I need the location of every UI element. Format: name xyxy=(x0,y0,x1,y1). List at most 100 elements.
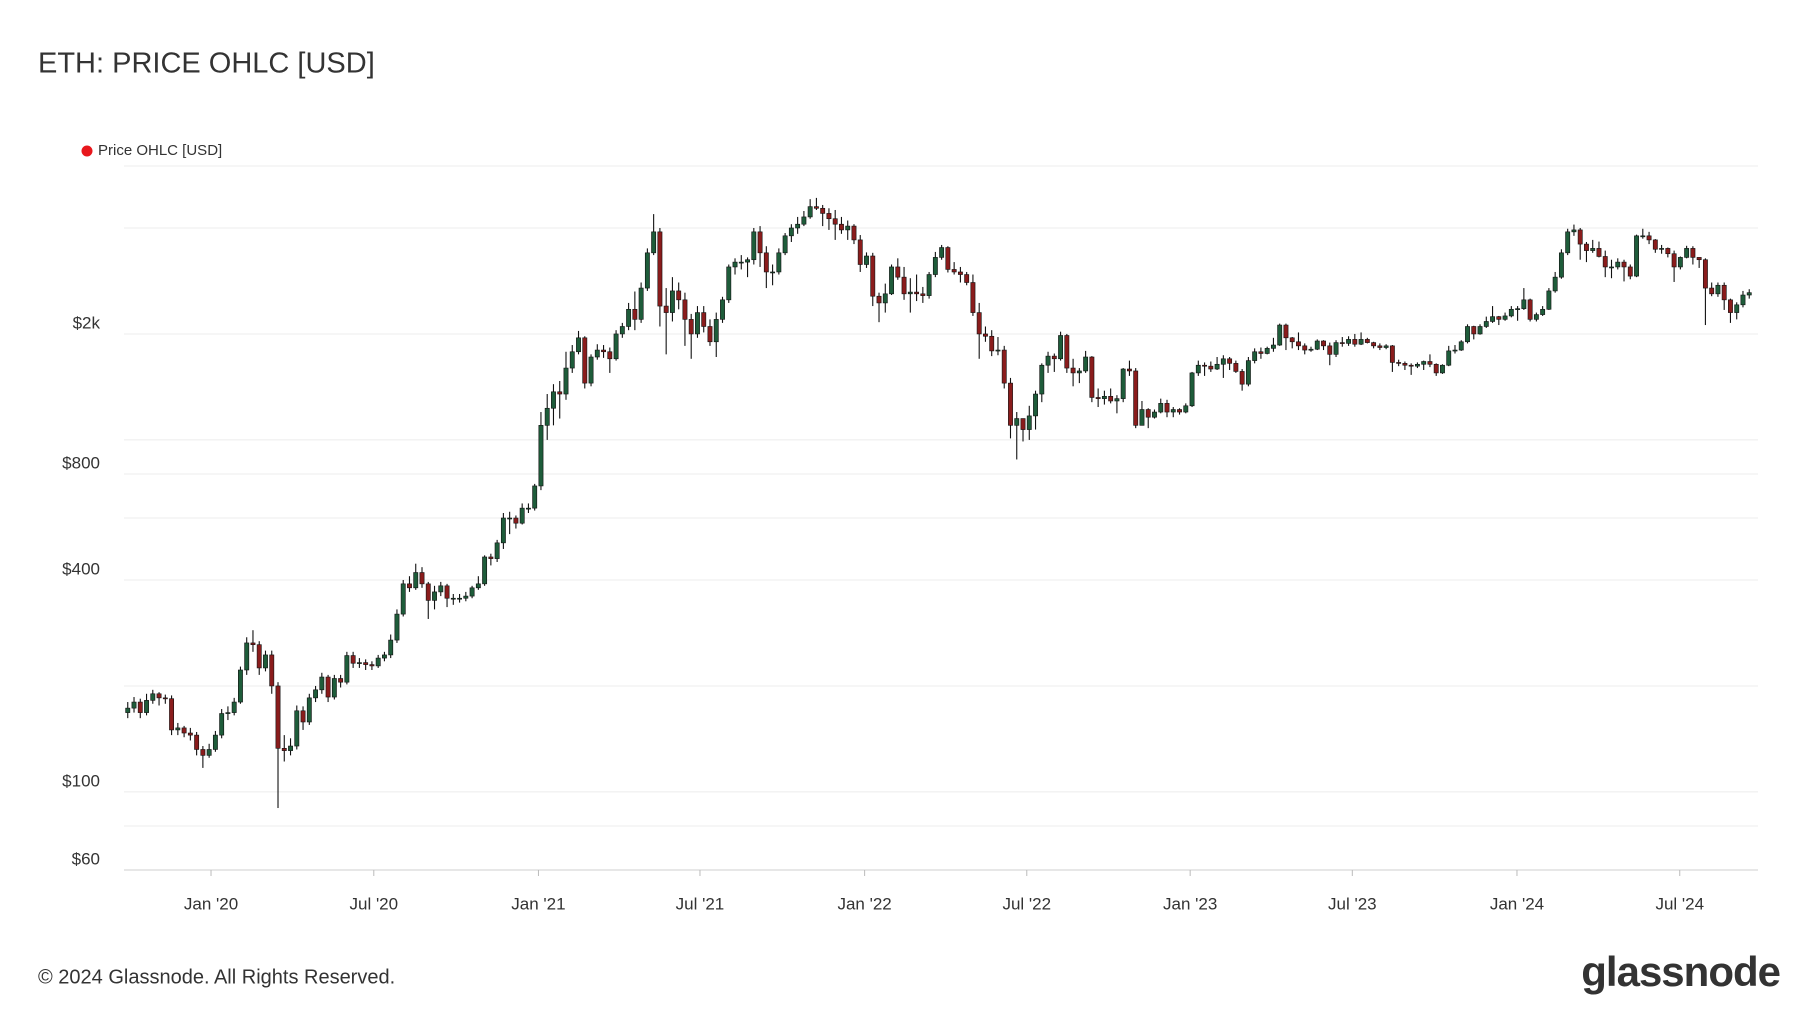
candle-body xyxy=(1408,364,1414,367)
candle-body xyxy=(538,425,544,487)
candle-body xyxy=(212,734,218,750)
candle-body xyxy=(951,269,957,273)
candle-body xyxy=(1427,361,1433,365)
candle-body xyxy=(1634,235,1639,277)
candle-body xyxy=(1533,314,1539,320)
y-tick-label: $60 xyxy=(72,849,100,868)
candle-body xyxy=(607,351,613,360)
candle-body xyxy=(588,356,594,384)
candle-body xyxy=(1139,409,1145,426)
candle-body xyxy=(1527,299,1533,320)
candle-body xyxy=(1252,351,1258,361)
candle-body xyxy=(926,274,932,296)
x-tick-label: Jan '21 xyxy=(511,894,565,913)
candle-body xyxy=(1490,316,1495,322)
candle-body xyxy=(970,282,976,313)
candle-body xyxy=(344,655,350,683)
candle-body xyxy=(1152,411,1157,418)
candle-body xyxy=(964,274,970,283)
candle-body xyxy=(682,299,688,320)
candle-body xyxy=(776,252,782,273)
y-tick-label: $2k xyxy=(73,313,101,332)
candle-body xyxy=(1233,363,1239,372)
candle-body xyxy=(1728,299,1733,313)
copyright: © 2024 Glassnode. All Rights Reserved. xyxy=(38,966,395,988)
candle-body xyxy=(288,745,293,751)
candle-body xyxy=(1659,248,1665,250)
candle-body xyxy=(1058,335,1064,360)
candle-body xyxy=(169,698,175,731)
candle-body xyxy=(544,407,550,426)
candle-body xyxy=(313,689,319,699)
candle-body xyxy=(638,287,644,320)
candle-body xyxy=(1590,248,1596,251)
candle-body xyxy=(1577,229,1583,245)
candle-body xyxy=(1245,360,1251,385)
candle-body xyxy=(770,271,776,274)
candle-body xyxy=(1715,284,1721,295)
candle-body xyxy=(957,271,963,275)
candle-body xyxy=(450,597,456,600)
candle-body xyxy=(1521,299,1527,309)
candle-body xyxy=(563,367,569,395)
candle-body xyxy=(601,349,606,353)
candle-body xyxy=(782,235,788,254)
candle-body xyxy=(945,247,951,270)
candle-body xyxy=(713,319,719,343)
candle-body xyxy=(1283,324,1289,339)
candle-body xyxy=(1383,345,1389,348)
candle-body xyxy=(1070,367,1076,374)
candle-body xyxy=(745,259,750,263)
candle-body xyxy=(1584,243,1589,251)
candle-body xyxy=(419,572,425,585)
candle-body xyxy=(457,597,462,600)
candle-body xyxy=(788,227,794,237)
legend-label[interactable]: Price OHLC [USD] xyxy=(98,142,222,159)
candle-body xyxy=(582,337,588,384)
candle-body xyxy=(1208,365,1214,370)
candle-body xyxy=(795,223,801,229)
candle-body xyxy=(657,231,663,307)
candle-body xyxy=(907,291,913,295)
candle-body xyxy=(701,312,707,327)
candle-body xyxy=(1296,341,1301,347)
candle-body xyxy=(338,678,344,683)
candle-body xyxy=(1602,256,1608,268)
candle-body xyxy=(250,642,256,645)
candle-body xyxy=(720,299,725,320)
candle-body xyxy=(669,290,675,313)
candle-body xyxy=(1477,326,1483,335)
candle-body xyxy=(1433,363,1439,374)
candle-body xyxy=(895,266,901,278)
candle-body xyxy=(238,669,243,703)
candle-body xyxy=(1145,409,1151,418)
candle-body xyxy=(1183,405,1189,413)
candle-body xyxy=(1465,326,1470,343)
candle-body xyxy=(569,351,575,369)
candle-body xyxy=(1471,326,1477,335)
candle-body xyxy=(1064,335,1070,369)
candle-body xyxy=(845,225,851,231)
candle-body xyxy=(394,613,400,641)
x-tick-label: Jul '24 xyxy=(1655,894,1704,913)
candle-body xyxy=(1089,356,1095,398)
candle-body xyxy=(1039,364,1045,395)
candle-body xyxy=(1740,294,1746,306)
candle-body xyxy=(1014,418,1020,426)
candle-body xyxy=(644,252,650,289)
candle-body xyxy=(1446,350,1452,366)
brand-logo[interactable]: glassnode xyxy=(1581,948,1781,995)
candle-body xyxy=(632,308,638,320)
candle-body xyxy=(1558,252,1564,278)
candle-body xyxy=(1746,292,1752,296)
candle-body xyxy=(1452,349,1458,352)
candle-body xyxy=(300,710,306,723)
candle-body xyxy=(1264,348,1270,354)
candle-body xyxy=(269,654,275,687)
candle-body xyxy=(1158,403,1164,413)
candle-body xyxy=(1083,356,1089,372)
candle-body xyxy=(1008,382,1013,426)
y-tick-label: $800 xyxy=(62,454,100,473)
candle-body xyxy=(482,556,488,585)
candle-body xyxy=(1690,248,1696,258)
